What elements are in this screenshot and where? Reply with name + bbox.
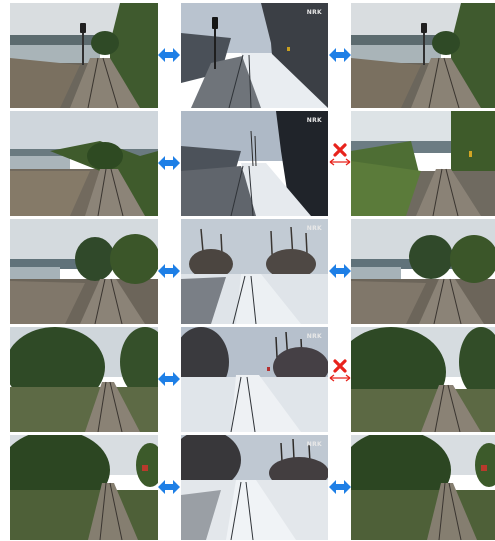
watermark-label: NRK [306,9,322,16]
watermark-label: NRK [306,441,322,448]
winter-railway-photo: NRK [181,435,328,540]
summer-railway-photo [10,435,158,540]
watermark-label: NRK [306,225,322,232]
winter-railway-photo: NRK [181,3,328,108]
watermark-label: NRK [306,117,322,124]
double-arrow-icon [328,259,352,283]
summer-railway-photo [351,3,495,108]
double-arrow-icon [157,43,181,67]
summer-railway-photo [10,219,158,324]
double-arrow-icon [157,475,181,499]
summer-railway-photo [10,3,158,108]
summer-railway-photo [10,327,158,432]
cross-arrow-icon [328,359,352,387]
winter-railway-photo: NRK [181,219,328,324]
winter-railway-photo: NRK [181,327,328,432]
winter-railway-photo: NRK [181,111,328,216]
double-arrow-icon [157,259,181,283]
double-arrow-icon [157,151,181,175]
summer-railway-photo [351,435,495,540]
summer-railway-photo [10,111,158,216]
summer-railway-photo [351,219,495,324]
summer-railway-photo [351,111,495,216]
watermark-label: NRK [306,333,322,340]
cross-arrow-icon [328,143,352,171]
double-arrow-icon [328,475,352,499]
summer-railway-photo [351,327,495,432]
double-arrow-icon [328,43,352,67]
double-arrow-icon [157,367,181,391]
